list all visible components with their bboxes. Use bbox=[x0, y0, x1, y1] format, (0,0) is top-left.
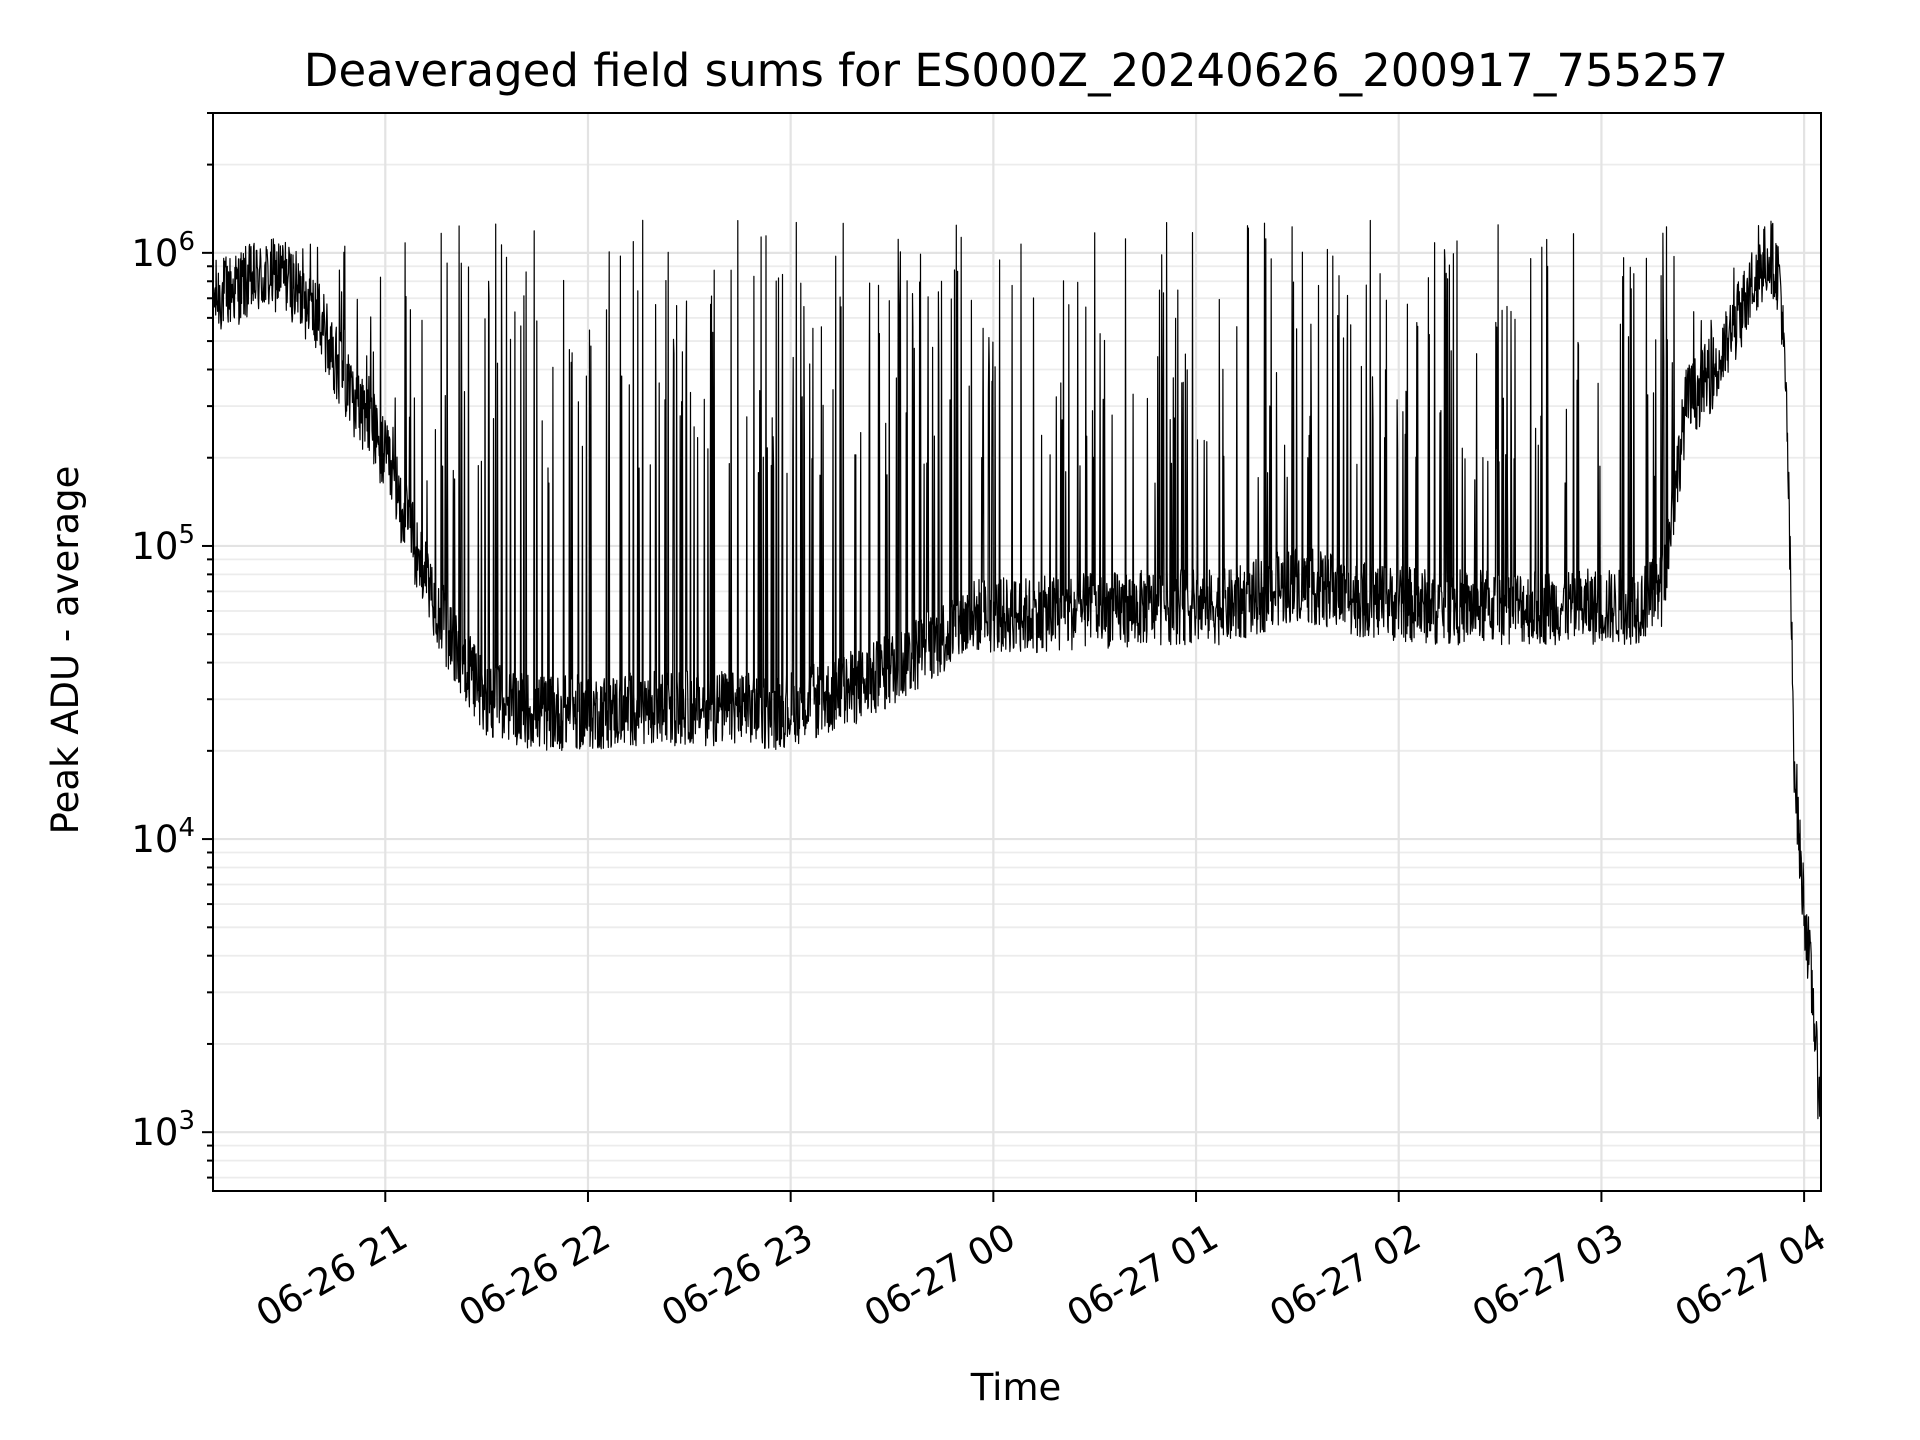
y-tick-label: 106 bbox=[131, 227, 195, 275]
series-line bbox=[212, 219, 1822, 1120]
y-tick-label: 105 bbox=[131, 520, 195, 568]
y-axis-label: Peak ADU - average bbox=[44, 466, 87, 835]
chart-title: Deaveraged field sums for ES000Z_2024062… bbox=[304, 44, 1728, 97]
y-tick-label: 103 bbox=[131, 1106, 195, 1154]
y-tick-label: 104 bbox=[131, 813, 195, 861]
series-layer bbox=[212, 219, 1822, 1120]
plot-frame bbox=[212, 112, 1822, 1192]
x-axis-label: Time bbox=[970, 1366, 1062, 1409]
grid bbox=[213, 112, 1821, 1191]
